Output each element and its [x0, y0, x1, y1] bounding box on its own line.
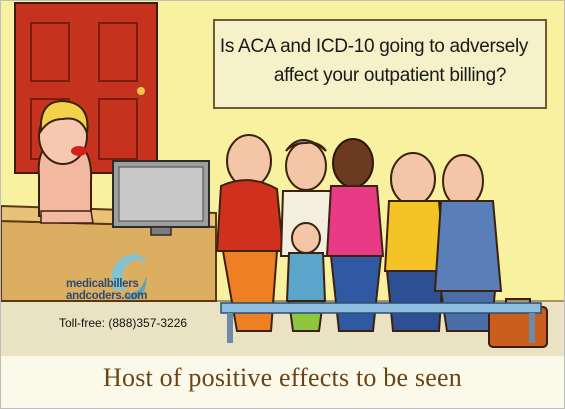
receptionist: [37, 99, 94, 224]
computer-monitor: [112, 160, 210, 236]
waiting-bench: [220, 302, 542, 343]
patient-child: [285, 222, 327, 332]
tagline: Host of positive effects to be seen: [103, 363, 462, 392]
toll-free-phone: Toll-free: (888)357-3226: [59, 316, 188, 330]
sign-line-1: Is ACA and ICD-10 going to adversely: [219, 36, 529, 57]
waiting-room-illustration: [1, 2, 564, 348]
logo-text-line-1: medicalbillers: [66, 278, 139, 290]
logo-swirl-icon: [111, 254, 148, 300]
bottom-banner: [1, 356, 564, 408]
patient-man-suit: [433, 154, 503, 332]
logo-text-line-2: andcoders.com: [66, 290, 148, 302]
company-logo: medicalbillers andcoders.com: [66, 254, 176, 310]
patient-man-yellow-sweater: [383, 152, 447, 332]
patient-woman-pink: [325, 138, 385, 332]
sign-line-2: affect your outpatient billing?: [273, 65, 507, 86]
question-sign: Is ACA and ICD-10 going to adversely aff…: [213, 19, 547, 109]
